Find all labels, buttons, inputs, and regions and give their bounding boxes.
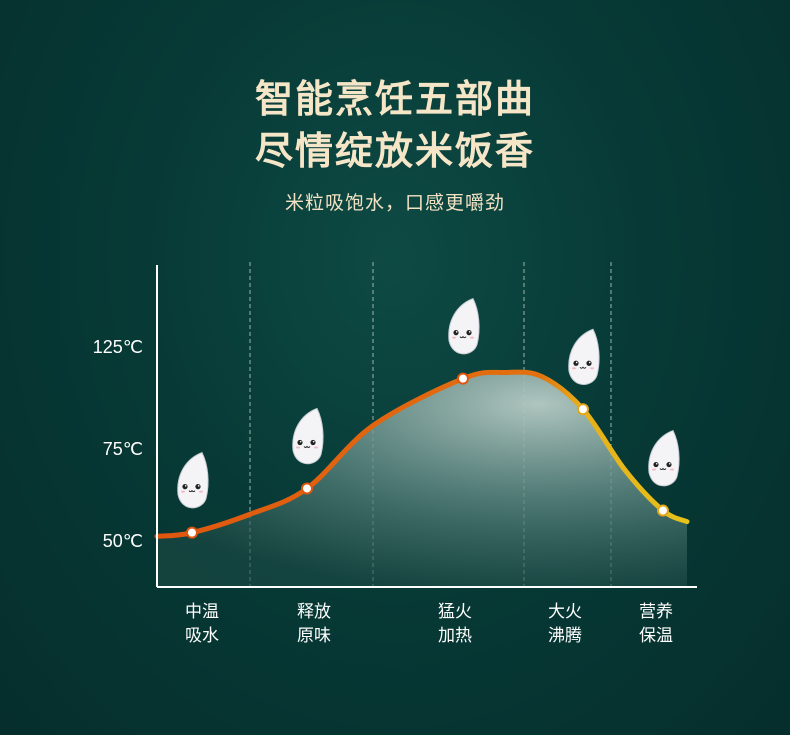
stage-label-line: 猛火 [438,602,472,622]
data-point-marker [657,504,669,517]
data-point-marker [301,482,313,495]
subtitle: 米粒吸饱水，口感更嚼劲 [284,192,505,214]
y-tick-label: 75℃ [103,439,143,459]
stage-label-line: 释放 [297,602,331,622]
stage-label: 猛火 加热 [410,600,500,648]
stage-label: 营养 保温 [611,600,701,648]
stage-label: 释放 原味 [269,600,359,648]
rice-grain-mascot-icon [177,452,209,509]
stage-label-line: 营养 [639,602,673,622]
title-line-2: 尽情绽放米饭香 [254,129,535,173]
curve-area-fill [157,372,687,587]
y-tick-label: 50℃ [103,531,143,551]
rice-grain-mascot-icon [648,429,680,487]
rice-grain-mascot-icon [292,407,324,465]
data-point-marker [186,526,198,539]
data-point-marker [577,403,589,416]
stage-label-line: 中温 [185,602,219,622]
stage-label-line: 保温 [639,626,673,646]
title-line-1: 智能烹饪五部曲 [254,77,535,121]
stage-label: 大火 沸腾 [520,600,610,648]
stage-label-line: 大火 [548,602,582,622]
stage-label-line: 原味 [297,626,331,646]
rice-grain-mascot-icon [568,328,600,385]
stage-label-line: 加热 [438,626,472,646]
data-point-marker [457,372,469,385]
rice-grain-mascot-icon [448,298,480,355]
stage-label-line: 沸腾 [548,626,582,646]
temperature-curve [154,369,690,539]
y-tick-label: 125℃ [93,337,143,357]
stage-label-line: 吸水 [185,626,219,646]
stage-label: 中温 吸水 [157,600,247,648]
